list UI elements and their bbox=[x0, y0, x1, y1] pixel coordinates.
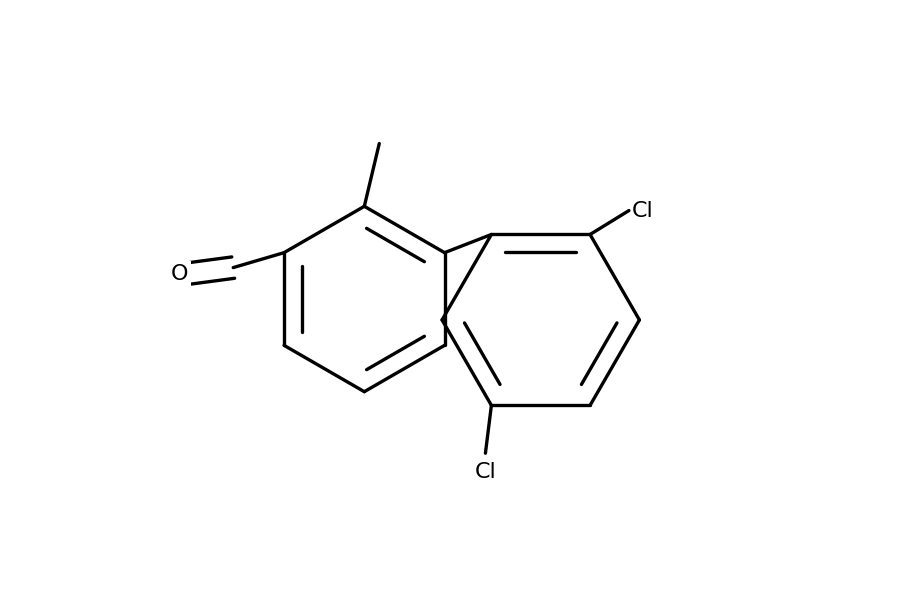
Text: O: O bbox=[170, 264, 188, 283]
Text: Cl: Cl bbox=[631, 200, 653, 221]
Text: Cl: Cl bbox=[474, 462, 495, 482]
